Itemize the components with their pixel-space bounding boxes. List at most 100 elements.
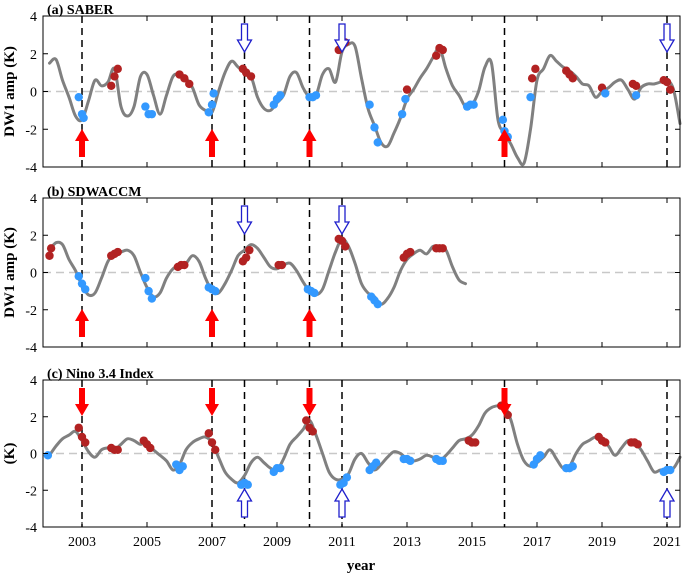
blue-down-arrow [658,23,676,54]
positive-phase-point [471,438,480,447]
negative-phase-point [144,286,153,296]
y-tick-label: -2 [25,123,37,138]
positive-phase-point [277,260,287,270]
positive-phase-point [113,64,122,74]
positive-phase-point [633,440,642,449]
positive-phase-point [432,51,441,60]
negative-phase-point [81,285,90,294]
positive-phase-point [666,85,675,94]
positive-phase-point [402,85,412,94]
positive-phase-point [81,438,90,447]
positive-phase-point [110,72,119,81]
panel-3: -4 -2 0 2 4 (c) Nino 3.4 Index (K) [2,367,682,536]
positive-phase-point [45,251,54,260]
blue-up-arrow [658,487,676,518]
negative-phase-point [178,462,187,471]
x-tick-label: 2009 [263,535,291,550]
x-tick-label: 2015 [458,535,486,550]
negative-phase-point [342,473,352,482]
negative-phase-point [79,113,88,123]
negative-phase-point [406,456,415,466]
positive-phase-point [246,72,256,81]
y-tick-label: -2 [25,304,37,319]
red-up-arrow [205,129,219,157]
positive-phase-point [531,64,540,74]
blue-down-arrow [333,205,351,236]
y-tick-label: -4 [25,341,37,356]
negative-phase-point [276,464,285,473]
positive-phase-point [146,443,155,453]
negative-phase-point [631,91,641,100]
positive-phase-point [211,445,220,455]
negative-phase-point [365,100,374,109]
red-up-arrow [75,309,89,337]
data-curve [48,237,467,306]
negative-phase-point [401,94,410,104]
positive-phase-point [204,429,213,438]
positive-phase-point [107,81,116,91]
positive-phase-point [74,423,83,432]
negative-phase-point [147,109,157,119]
y-tick-label: 2 [30,48,37,63]
negative-phase-point [373,299,382,309]
negative-phase-point [207,100,217,109]
x-tick-label: 2005 [133,535,161,550]
data-curve [48,403,682,485]
negative-phase-point [601,89,610,98]
panel-2: -4 -2 0 2 4 (b) SDWACCM DW1 amp (K) [2,185,681,356]
y-tick-label: -4 [25,161,37,176]
positive-phase-point [113,247,122,257]
y-tick-label: 4 [30,192,37,207]
negative-phase-point [370,123,379,132]
negative-phase-point [498,115,508,125]
y-tick-label: -2 [25,484,37,499]
red-down-arrow [497,388,512,416]
negative-phase-point [371,458,381,467]
x-tick-label: 2013 [393,535,421,550]
y-tick-label: 4 [30,374,37,389]
blue-down-arrow [236,205,253,236]
x-tick-labels: 2003 2005 2007 2009 2011 2013 2015 2017 2019 2021 [68,535,681,550]
negative-phase-point [373,138,382,147]
positive-phase-point [631,81,641,91]
positive-phase-point [601,438,610,447]
positive-phase-point [302,416,311,425]
red-up-arrow [497,129,512,157]
negative-phase-point [74,92,83,102]
y-tick-label: 4 [30,10,37,25]
positive-phase-point [207,438,217,447]
positive-phase-point [245,245,254,255]
negative-phase-point [438,456,447,466]
positive-phase-point [113,445,122,455]
negative-phase-point [397,109,407,119]
negative-phase-point [311,91,321,100]
blue-up-arrow [236,487,253,518]
x-tick-label: 2003 [68,535,96,550]
panel-title: (b) SDWACCM [47,185,142,200]
blue-up-arrow [333,487,351,518]
negative-phase-point [43,451,53,460]
positive-phase-point [527,74,537,83]
negative-phase-point [141,102,150,111]
negative-phase-point [666,465,675,475]
positive-phase-point [180,74,189,83]
negative-phase-point [526,92,535,102]
x-tick-label: 2021 [653,535,681,550]
negative-phase-point [310,288,319,298]
negative-phase-point [568,462,577,471]
positive-phase-point [662,77,672,87]
chart-panels: -4 -2 0 2 4 (a) SABER DW1 amp (K) -4 -2 0 2 4 (b) SD… [2,3,682,536]
red-up-arrow [302,129,317,157]
negative-phase-point [204,108,213,117]
positive-phase-point [341,242,350,251]
red-down-arrow [205,388,219,416]
x-tick-label: 2011 [328,535,355,550]
panel-title: (a) SABER [47,3,114,18]
positive-phase-point [406,247,415,257]
negative-phase-point [536,451,545,460]
red-down-arrow [302,388,317,416]
positive-phase-point [180,260,189,270]
x-tick-label: 2017 [523,535,551,550]
y-tick-label: 0 [30,267,37,282]
